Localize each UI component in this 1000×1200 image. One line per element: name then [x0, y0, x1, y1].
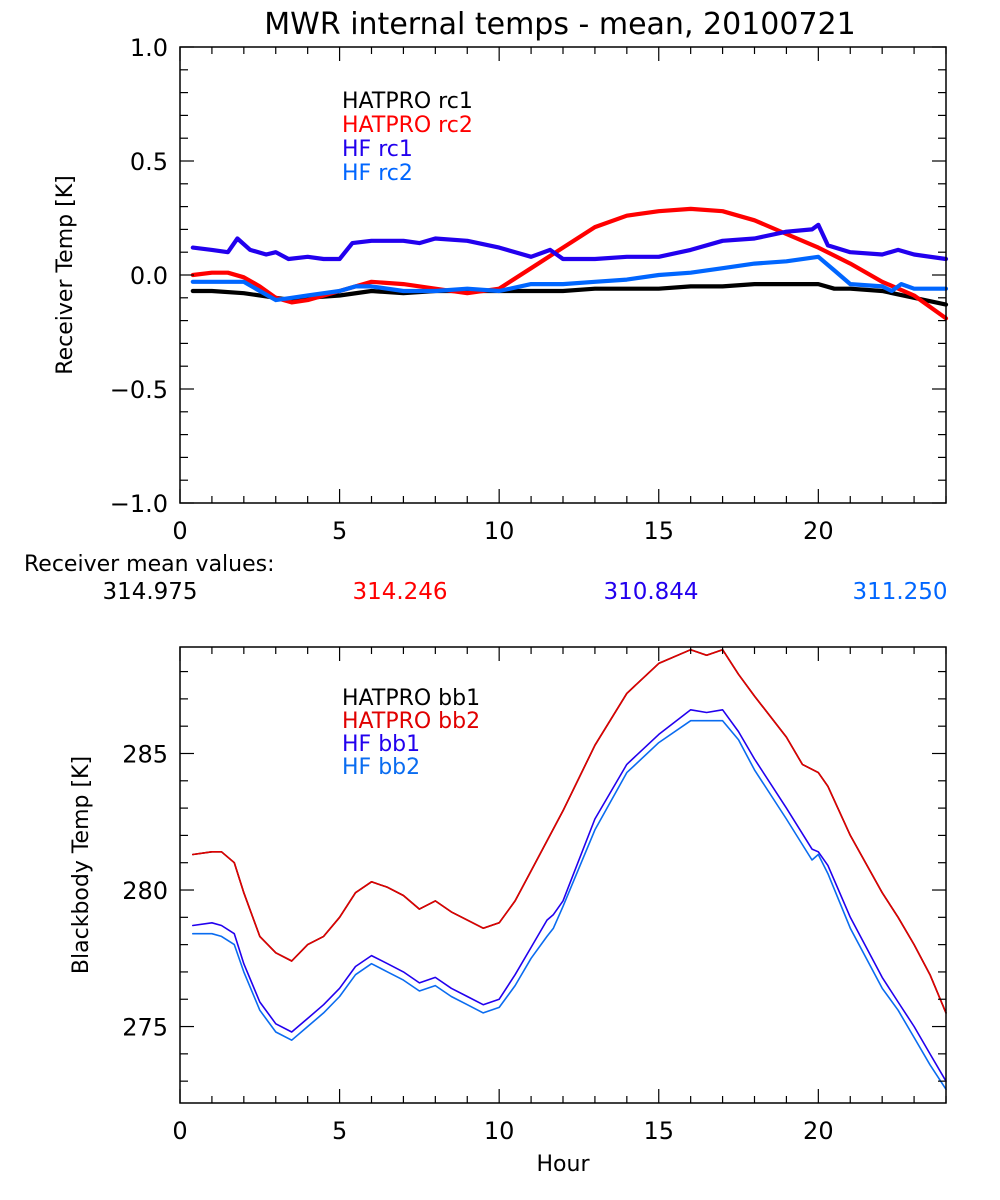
y-tick-label: 280 [122, 877, 168, 905]
y-tick-label: 275 [122, 1014, 168, 1042]
x-tick-label: 0 [172, 1117, 187, 1145]
x-tick-label: 0 [172, 517, 187, 545]
receiver-mean-value: 310.844 [603, 579, 698, 605]
receiver-series-hatpro-rc1 [190, 282, 949, 307]
y-tick-label: −0.5 [110, 376, 168, 404]
legend-entry: HF bb1 [342, 732, 420, 757]
receiver-series-hf-rc2 [190, 254, 949, 303]
blackbody-plot-frame [179, 646, 947, 1104]
blackbody-y-axis-label: Blackbody Temp [K] [69, 756, 94, 974]
blackbody-x-axis-label: Hour [537, 1152, 591, 1177]
x-tick-label: 15 [643, 517, 674, 545]
receiver-axis-ticks [179, 46, 947, 504]
y-tick-label: −1.0 [110, 490, 168, 518]
blackbody-series-group [192, 648, 947, 1091]
receiver-tick-labels: 0 5 10 15 20 −1.0 −0.5 0.0 0.5 1.0 [110, 34, 834, 545]
legend-entry: HATPRO rc1 [342, 89, 473, 114]
x-tick-label: 5 [332, 1117, 347, 1145]
x-tick-label: 15 [643, 1117, 674, 1145]
receiver-mean-value: 314.975 [102, 579, 197, 605]
legend-entry: HATPRO bb1 [342, 686, 480, 711]
x-tick-label: 20 [803, 1117, 834, 1145]
x-tick-label: 5 [332, 517, 347, 545]
receiver-plot-frame [179, 46, 947, 504]
blackbody-series-hatpro-bb1 [192, 648, 947, 1014]
blackbody-series-hf-bb1 [192, 708, 947, 1082]
receiver-series-hf-rc1 [190, 222, 949, 262]
x-tick-label: 10 [484, 517, 515, 545]
legend-entry: HF rc2 [342, 161, 413, 186]
chart-title: MWR internal temps - mean, 20100721 [264, 7, 855, 42]
blackbody-tick-labels: 0 5 10 15 20 275 280 285 [122, 740, 833, 1145]
receiver-series-hatpro-rc2 [190, 206, 949, 321]
x-tick-label: 10 [484, 1117, 515, 1145]
blackbody-series-hatpro-bb2 [192, 648, 947, 1014]
blackbody-axis-ticks [179, 647, 947, 1103]
x-tick-label: 20 [803, 517, 834, 545]
receiver-y-axis-label: Receiver Temp [K] [53, 175, 78, 374]
y-tick-label: 0.0 [130, 262, 168, 290]
legend-entry: HATPRO bb2 [342, 709, 480, 734]
receiver-mean-values: 314.975 314.246 310.844 311.250 [102, 579, 947, 605]
blackbody-series-hf-bb2 [192, 719, 947, 1091]
y-tick-label: 285 [122, 740, 168, 768]
receiver-temp-panel: 0 5 10 15 20 −1.0 −0.5 0.0 0.5 1.0 Receiver Temp … [53, 34, 949, 545]
receiver-mean-value: 314.246 [352, 579, 447, 605]
receiver-series-group [190, 206, 949, 321]
legend-entry: HATPRO rc2 [342, 113, 473, 138]
legend-entry: HF rc1 [342, 137, 413, 162]
y-tick-label: 1.0 [130, 34, 168, 62]
legend-entry: HF bb2 [342, 755, 420, 780]
blackbody-temp-panel: 0 5 10 15 20 275 280 285 Blackbody Temp [K] Hou… [69, 646, 947, 1177]
y-tick-label: 0.5 [130, 148, 168, 176]
receiver-mean-label: Receiver mean values: [24, 552, 275, 577]
receiver-mean-value: 311.250 [852, 579, 947, 605]
